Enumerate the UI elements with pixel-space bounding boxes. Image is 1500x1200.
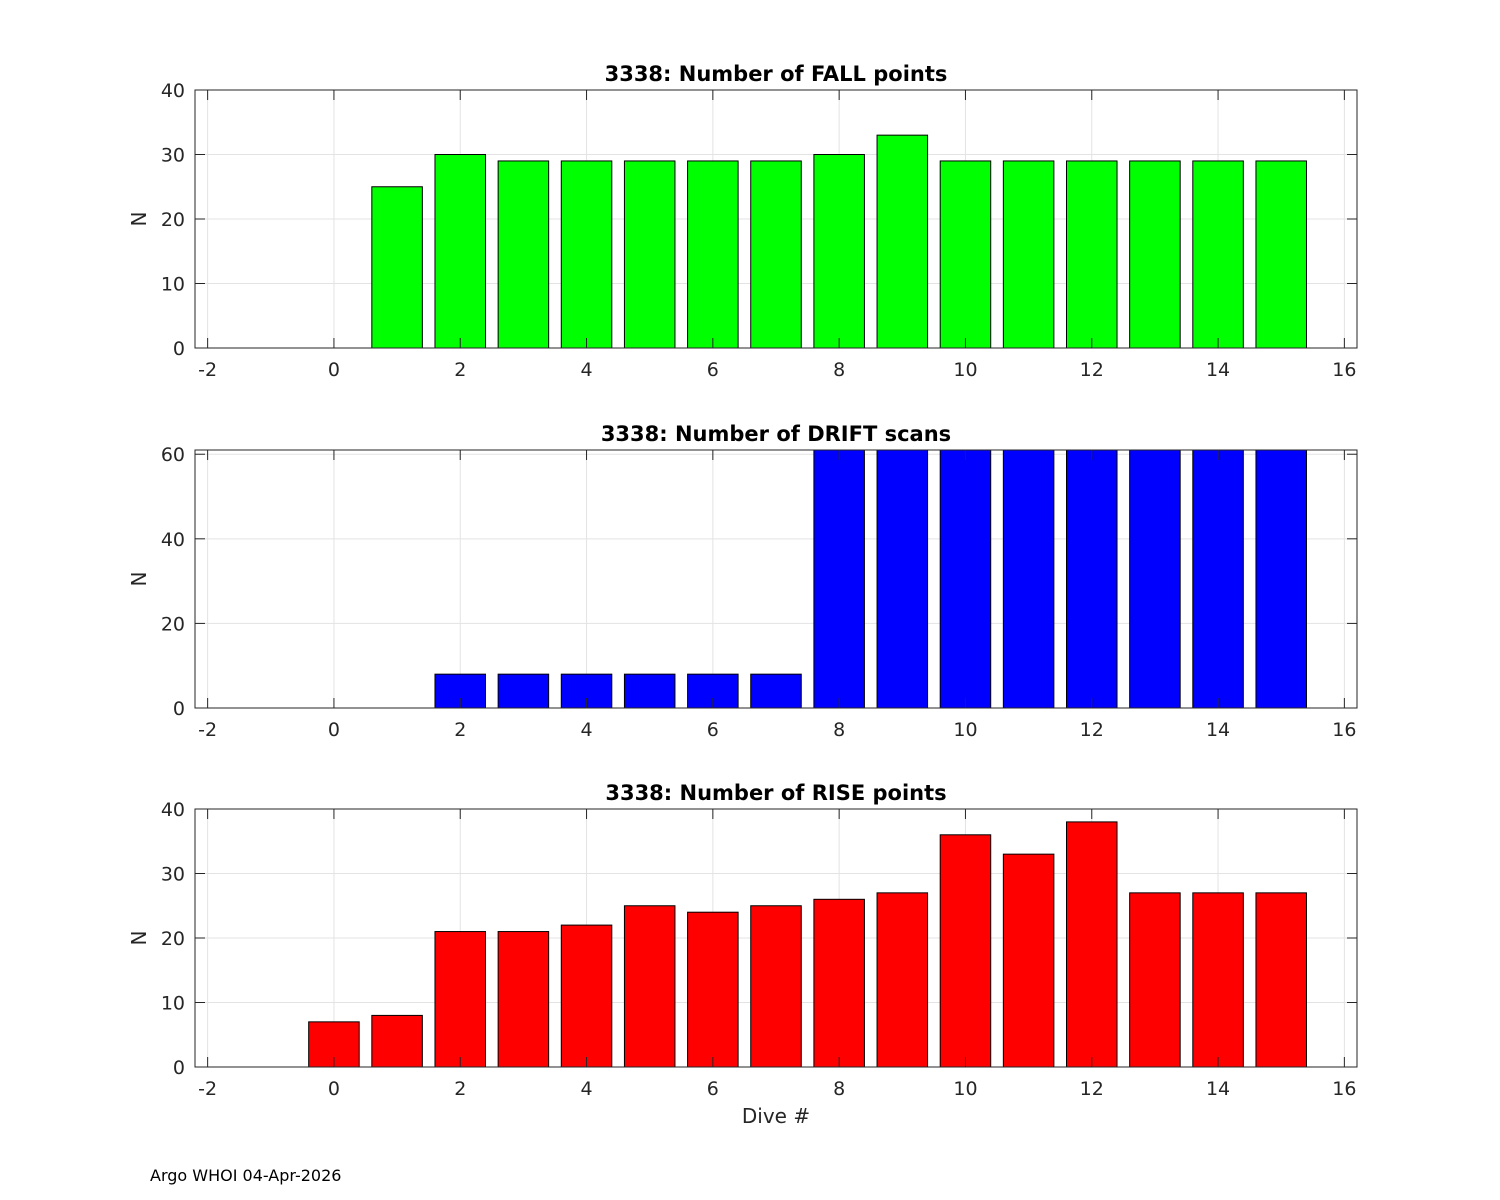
x-tick-label: 0 [328, 359, 340, 381]
subplot-3: -2 0 2 4 6 8 10 12 14 16 0 10 20 30 40 3338: Number of … [127, 781, 1358, 1128]
bar [1129, 160, 1181, 349]
x-tick-label: 2 [454, 359, 466, 381]
x-tick-label: 14 [1206, 359, 1230, 381]
bar [434, 154, 487, 349]
axes-box [194, 449, 1358, 709]
y-tick-label: 20 [161, 613, 185, 635]
x-tick-label: 12 [1080, 1078, 1104, 1100]
y-axis-label: N [127, 212, 151, 227]
bar [1255, 449, 1307, 709]
bar [1002, 449, 1055, 709]
bar [1066, 821, 1118, 1068]
x-tick-label: -2 [198, 1078, 217, 1100]
y-tick-label: 10 [161, 993, 185, 1015]
y-tick-label: 40 [161, 799, 185, 821]
x-tick-label: 2 [454, 1078, 466, 1100]
bar [1192, 892, 1244, 1068]
x-tick-label: -2 [198, 719, 217, 741]
bar [1192, 160, 1244, 349]
bar [813, 898, 865, 1068]
x-tick-label: 16 [1332, 359, 1356, 381]
footer-credit: Argo WHOI 04-Apr-2026 [150, 1166, 342, 1185]
subplot-2: -2 0 2 4 6 8 10 12 14 16 0 20 40 60 3338: Number of DR… [127, 422, 1358, 741]
bar [1002, 160, 1055, 349]
x-tick-label: 8 [833, 719, 845, 741]
bar [434, 931, 487, 1068]
chart-title: 3338: Number of DRIFT scans [601, 422, 951, 446]
bar [1255, 160, 1307, 349]
y-tick-label: 40 [161, 529, 185, 551]
y-tick-label: 20 [161, 928, 185, 950]
bar [560, 924, 613, 1068]
bar [434, 673, 487, 709]
x-tick-label: 8 [833, 1078, 845, 1100]
x-tick-label: 10 [953, 359, 977, 381]
bar [1129, 892, 1181, 1068]
bar [1066, 160, 1118, 349]
x-tick-label: 14 [1206, 1078, 1230, 1100]
x-tick-label: 6 [707, 359, 719, 381]
y-tick-label: 0 [173, 1057, 185, 1079]
y-axis-label: N [127, 572, 151, 587]
bar [750, 673, 802, 709]
bar [687, 911, 739, 1068]
bar [876, 892, 929, 1068]
y-tick-label: 40 [161, 80, 185, 102]
bar [623, 905, 676, 1068]
bar [939, 160, 992, 349]
x-tick-label: 4 [580, 1078, 592, 1100]
x-tick-label: 10 [953, 719, 977, 741]
chart-title: 3338: Number of FALL points [605, 62, 948, 86]
bar [750, 905, 802, 1068]
bar [939, 449, 992, 709]
bar [876, 449, 929, 709]
x-tick-label: 12 [1080, 359, 1104, 381]
y-axis-label: N [127, 931, 151, 946]
x-tick-label: 12 [1080, 719, 1104, 741]
x-tick-label: 2 [454, 719, 466, 741]
bar [1192, 449, 1244, 709]
x-tick-label: 16 [1332, 1078, 1356, 1100]
bar [1066, 449, 1118, 709]
y-tick-label: 20 [161, 209, 185, 231]
bar [560, 160, 613, 349]
x-tick-label: 0 [328, 719, 340, 741]
bar [1255, 892, 1307, 1068]
x-tick-label: 10 [953, 1078, 977, 1100]
bar [371, 1014, 423, 1068]
x-tick-label: 4 [580, 359, 592, 381]
bar [371, 186, 423, 349]
bar [623, 673, 676, 709]
x-tick-label: 4 [580, 719, 592, 741]
bar [1002, 853, 1055, 1068]
bar [497, 673, 550, 709]
bar [750, 160, 802, 349]
x-axis-label: Dive # [742, 1104, 810, 1128]
x-tick-label: 0 [328, 1078, 340, 1100]
bar [1129, 449, 1181, 709]
bar [497, 931, 550, 1068]
x-tick-label: 8 [833, 359, 845, 381]
chart-title: 3338: Number of RISE points [605, 781, 946, 805]
x-tick-label: -2 [198, 359, 217, 381]
bar [813, 449, 865, 709]
y-tick-label: 0 [173, 698, 185, 720]
subplot-1: -2 0 2 4 6 8 10 12 14 16 0 10 20 30 40 3338: Number of … [127, 62, 1358, 381]
y-tick-label: 0 [173, 338, 185, 360]
x-tick-label: 16 [1332, 719, 1356, 741]
y-tick-label: 60 [161, 444, 185, 466]
bar [623, 160, 676, 349]
bar [497, 160, 550, 349]
y-tick-label: 30 [161, 145, 185, 167]
x-tick-label: 14 [1206, 719, 1230, 741]
bar [876, 134, 929, 349]
x-tick-label: 6 [707, 1078, 719, 1100]
bar [687, 160, 739, 349]
y-tick-label: 30 [161, 864, 185, 886]
bar [813, 154, 865, 349]
bar [939, 834, 992, 1068]
x-tick-label: 6 [707, 719, 719, 741]
y-tick-label: 10 [161, 274, 185, 296]
